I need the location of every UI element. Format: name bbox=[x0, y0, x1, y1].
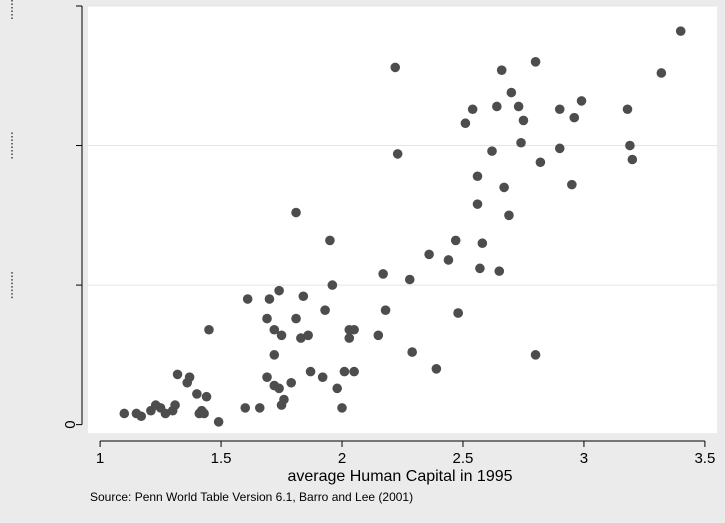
data-point bbox=[262, 372, 272, 382]
x-tick-label: 3.5 bbox=[694, 450, 715, 467]
data-point bbox=[269, 350, 280, 360]
data-point bbox=[518, 115, 529, 126]
x-tick-label: 2.5 bbox=[453, 450, 474, 467]
data-point bbox=[264, 294, 275, 304]
data-point bbox=[504, 210, 514, 221]
data-point bbox=[201, 391, 212, 402]
data-point bbox=[576, 96, 587, 106]
axes: 1 1.5 2 2.5 3 3.5 0 bbox=[11, 0, 715, 467]
data-point bbox=[499, 182, 509, 193]
x-tick-label: 1 bbox=[96, 450, 104, 467]
data-point bbox=[303, 330, 313, 341]
data-point bbox=[279, 394, 289, 405]
data-point bbox=[119, 408, 130, 419]
data-point bbox=[443, 255, 454, 265]
data-point bbox=[204, 324, 214, 335]
data-point bbox=[298, 291, 309, 302]
data-point bbox=[325, 235, 335, 246]
data-point bbox=[516, 137, 526, 148]
data-point bbox=[530, 57, 541, 67]
data-point bbox=[199, 408, 209, 419]
data-point bbox=[240, 403, 251, 413]
data-point bbox=[450, 235, 461, 246]
plot-area bbox=[88, 6, 717, 433]
x-tick-label: 2 bbox=[338, 450, 346, 467]
data-point bbox=[535, 157, 546, 168]
data-point bbox=[184, 372, 195, 382]
data-point bbox=[286, 377, 297, 388]
data-point bbox=[317, 372, 328, 382]
data-point bbox=[254, 403, 265, 413]
x-axis-title: average Human Capital in 1995 bbox=[287, 468, 512, 485]
data-point bbox=[327, 280, 338, 290]
data-point bbox=[472, 171, 483, 182]
x-tick-label: 1.5 bbox=[211, 450, 232, 467]
data-point bbox=[513, 101, 524, 112]
data-point bbox=[291, 207, 301, 218]
data-point bbox=[274, 285, 284, 296]
data-point bbox=[378, 269, 388, 279]
data-point bbox=[337, 403, 347, 413]
data-point bbox=[136, 411, 147, 422]
data-point bbox=[192, 389, 202, 399]
data-point bbox=[506, 87, 517, 98]
data-point bbox=[262, 313, 272, 324]
data-point bbox=[339, 366, 350, 377]
data-point bbox=[492, 101, 502, 112]
data-point bbox=[404, 274, 415, 285]
data-point bbox=[407, 347, 417, 357]
data-point bbox=[392, 149, 403, 159]
data-point bbox=[467, 104, 478, 115]
data-point bbox=[424, 249, 434, 260]
data-point bbox=[172, 369, 183, 380]
x-tick-label: 3 bbox=[580, 450, 588, 467]
data-point bbox=[656, 68, 667, 78]
data-point bbox=[627, 154, 638, 165]
data-point bbox=[487, 146, 497, 156]
data-point bbox=[373, 330, 384, 341]
data-point bbox=[349, 366, 359, 377]
data-point bbox=[170, 400, 180, 410]
data-point bbox=[349, 324, 359, 335]
data-point bbox=[494, 266, 505, 276]
data-points bbox=[119, 26, 686, 427]
data-point bbox=[344, 333, 355, 343]
data-point bbox=[675, 26, 686, 36]
data-point bbox=[554, 143, 565, 154]
source-note: Source: Penn World Table Version 6.1, Ba… bbox=[90, 490, 413, 504]
data-point bbox=[269, 324, 280, 335]
data-point bbox=[380, 305, 391, 316]
data-point bbox=[390, 62, 401, 73]
data-point bbox=[622, 104, 633, 115]
data-point bbox=[475, 263, 485, 274]
data-point bbox=[530, 350, 541, 360]
data-point bbox=[472, 199, 483, 209]
data-point bbox=[460, 118, 471, 129]
data-point bbox=[274, 383, 284, 394]
data-point bbox=[160, 408, 171, 419]
data-point bbox=[496, 65, 507, 75]
data-point bbox=[625, 140, 635, 151]
data-point bbox=[213, 417, 224, 427]
data-point bbox=[554, 104, 565, 115]
data-point bbox=[569, 112, 580, 123]
data-point bbox=[332, 383, 342, 394]
data-point bbox=[453, 308, 463, 318]
data-point bbox=[477, 238, 488, 249]
data-point bbox=[567, 179, 577, 190]
grid-lines bbox=[88, 5, 717, 286]
data-point bbox=[291, 313, 301, 324]
data-point bbox=[431, 364, 442, 374]
data-point bbox=[276, 330, 287, 341]
data-point bbox=[242, 294, 253, 304]
data-point bbox=[305, 366, 316, 377]
y-tick-label: 0 bbox=[62, 420, 79, 428]
data-point bbox=[296, 333, 306, 343]
data-point bbox=[320, 305, 330, 316]
